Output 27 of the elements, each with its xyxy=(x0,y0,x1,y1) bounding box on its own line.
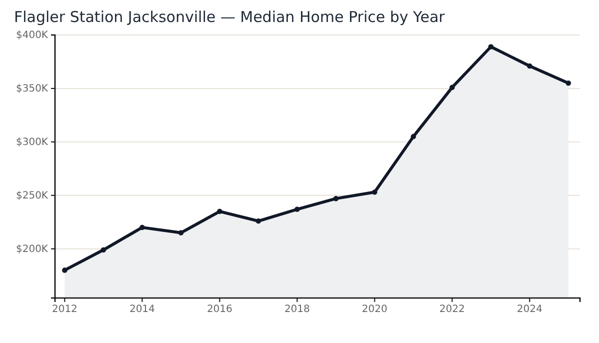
x-tick-label: 2012 xyxy=(52,304,78,316)
point xyxy=(217,208,222,214)
point xyxy=(178,230,184,236)
point xyxy=(140,224,145,230)
x-tick-label: 2016 xyxy=(206,304,232,316)
y-tick-label: $350K xyxy=(16,84,48,95)
x-tick-label: 2024 xyxy=(516,304,542,316)
point xyxy=(256,218,262,224)
x-tick-label: 2018 xyxy=(284,304,310,316)
point xyxy=(449,84,455,90)
point xyxy=(566,80,572,86)
point xyxy=(488,44,494,50)
point xyxy=(410,134,416,140)
point xyxy=(372,190,378,195)
chart-title: Flagler Station Jacksonville — Median Home Price by Year xyxy=(14,8,446,26)
y-tick-label: $250K xyxy=(16,190,48,202)
point xyxy=(294,206,300,212)
point xyxy=(100,247,106,253)
x-tick-label: 2022 xyxy=(439,304,465,316)
x-tick-label: 2014 xyxy=(129,304,155,316)
point xyxy=(333,196,339,202)
y-tick-label: $200K xyxy=(16,244,48,256)
y-tick-label: $300K xyxy=(16,137,48,148)
point xyxy=(526,63,532,69)
x-tick-label: 2020 xyxy=(362,304,388,316)
point xyxy=(62,268,68,273)
y-tick-label: $400K xyxy=(16,30,48,42)
